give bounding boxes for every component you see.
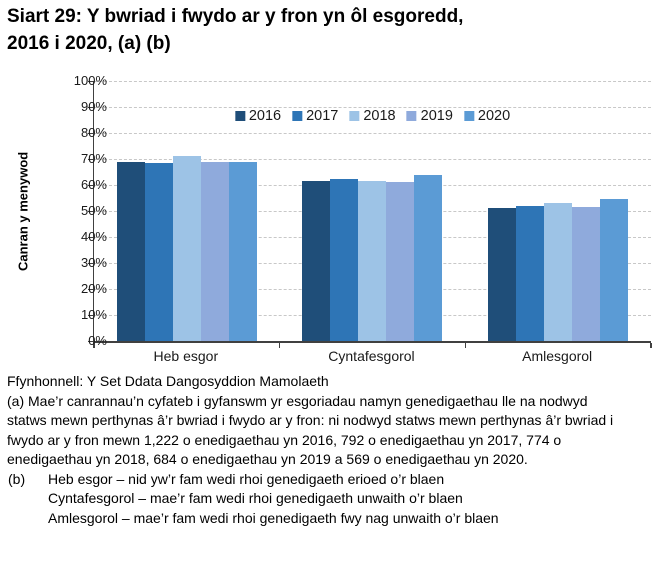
legend-swatch-icon xyxy=(292,111,303,121)
y-axis-tick xyxy=(88,314,93,316)
gridline xyxy=(94,81,651,82)
x-axis-line xyxy=(92,341,651,343)
y-axis-title: Canran y menywod xyxy=(15,151,31,271)
plot-area: 2016 2017 2018 2019 2020 xyxy=(88,80,652,348)
bar-2016 xyxy=(488,208,517,341)
legend-label: 2018 xyxy=(363,108,396,124)
bar-2017 xyxy=(144,162,173,341)
y-axis-tick xyxy=(88,80,93,82)
bar-2019 xyxy=(200,161,229,341)
y-tick-label: 10% xyxy=(80,307,107,322)
chart-legend: 2016 2017 2018 2019 2020 xyxy=(234,108,511,124)
gridline xyxy=(94,107,651,108)
y-axis-tick xyxy=(88,340,93,342)
legend-label: 2017 xyxy=(306,108,339,124)
y-axis-tick xyxy=(88,158,93,160)
y-axis-tick xyxy=(88,106,93,108)
y-tick-label: 70% xyxy=(80,151,107,166)
x-axis-tick xyxy=(278,343,281,348)
y-axis-tick xyxy=(88,184,93,186)
footnote-source: Ffynhonnell: Y Set Ddata Dangosyddion Ma… xyxy=(7,373,329,389)
legend-item-2016: 2016 xyxy=(234,108,282,124)
legend-swatch-icon xyxy=(463,111,474,121)
bar-2018 xyxy=(172,156,201,341)
legend-item-2020: 2020 xyxy=(463,108,511,124)
x-axis-tick xyxy=(93,343,95,348)
legend-label: 2016 xyxy=(248,108,282,124)
bar-2020 xyxy=(228,161,257,341)
y-tick-label: 40% xyxy=(80,229,107,244)
bar-group-2 xyxy=(280,81,466,341)
legend-swatch-icon xyxy=(406,111,417,121)
gridline xyxy=(94,133,651,134)
y-tick-label: 50% xyxy=(80,203,107,218)
y-tick-label: 0% xyxy=(88,333,107,348)
footnote-a: (a) Mae’r canrannau’n cyfateb i gyfanswm… xyxy=(7,392,614,468)
footnote-b-item: Cyntafesgorol – mae’r fam wedi rhoi gene… xyxy=(48,490,463,506)
y-tick-label: 100% xyxy=(73,73,107,88)
bar-2019 xyxy=(572,207,601,341)
legend-label: 2020 xyxy=(477,108,511,124)
y-tick-label: 60% xyxy=(80,177,107,192)
y-tick-label: 80% xyxy=(80,125,107,140)
category-label: Amlesgorol xyxy=(522,348,593,364)
legend-swatch-icon xyxy=(349,111,360,121)
bar-2016 xyxy=(116,161,145,341)
bar-2018 xyxy=(358,181,387,341)
gridline xyxy=(94,159,651,160)
footnote-b-item: Heb esgor – nid yw’r fam wedi rhoi gened… xyxy=(48,470,445,487)
footnote-b-item: Amlesgorol – mae’r fam wedi rhoi genedig… xyxy=(48,509,499,526)
footnotes: Ffynhonnell: Y Set Ddata Dangosyddion Ma… xyxy=(7,372,615,528)
y-tick-label: 30% xyxy=(80,255,107,270)
footnote-b: (b) Heb esgor – nid yw’r fam wedi rhoi g… xyxy=(7,470,615,529)
legend-swatch-icon xyxy=(234,111,245,121)
y-tick-label: 20% xyxy=(80,281,107,296)
bar-2019 xyxy=(386,182,415,341)
legend-label: 2019 xyxy=(420,108,453,124)
bar-2018 xyxy=(544,203,573,341)
category-label: Cyntafesgorol xyxy=(328,348,415,364)
title-line-2: 2016 i 2020, (a) (b) xyxy=(7,33,171,54)
x-axis-tick xyxy=(650,343,652,348)
bar-2017 xyxy=(330,178,359,341)
y-axis-tick xyxy=(88,236,93,238)
legend-item-2017: 2017 xyxy=(292,108,338,124)
y-axis-tick xyxy=(88,262,93,264)
footnote-b-label: (b) xyxy=(8,470,26,487)
bar-2020 xyxy=(600,199,629,341)
category-label: Heb esgor xyxy=(153,348,219,364)
x-axis-tick xyxy=(464,343,467,348)
bar-2017 xyxy=(516,205,545,341)
y-tick-label: 90% xyxy=(80,99,107,114)
bar-2016 xyxy=(302,181,331,341)
bar-2020 xyxy=(414,174,443,341)
legend-item-2018: 2018 xyxy=(349,108,396,124)
title-line-1: Siart 29: Y bwriad i fwydo ar y fron yn … xyxy=(7,6,464,27)
legend-item-2019: 2019 xyxy=(406,108,453,124)
page-title: Siart 29: Y bwriad i fwydo ar y fron yn … xyxy=(7,3,662,57)
bar-group-1 xyxy=(94,81,280,341)
bar-group-3 xyxy=(465,81,651,341)
y-axis-tick xyxy=(88,132,93,134)
y-axis-tick xyxy=(88,210,93,212)
y-axis-tick xyxy=(88,288,93,290)
